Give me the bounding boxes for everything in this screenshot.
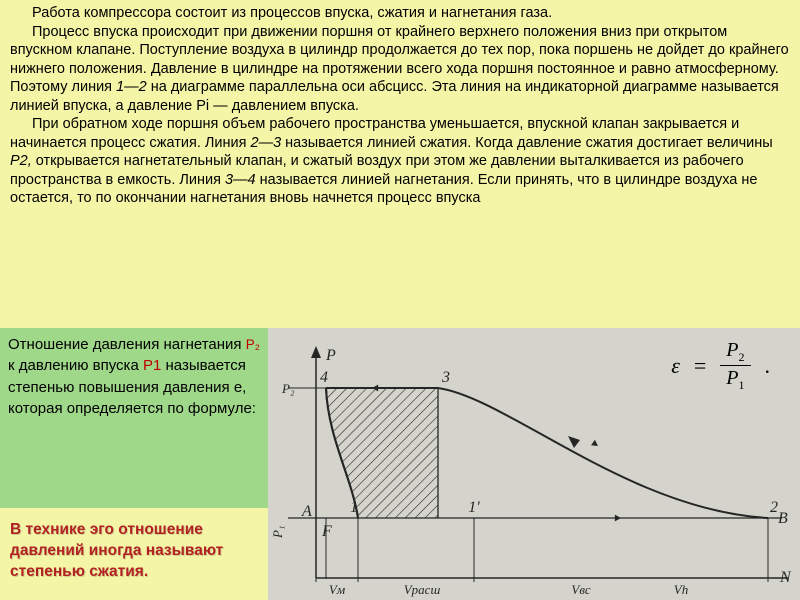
- svg-text:Vрасш: Vрасш: [404, 582, 441, 597]
- p3-p2: P2,: [10, 153, 32, 169]
- svg-text:2: 2: [770, 499, 778, 516]
- pink-text: В технике эго отношение давлений иногда …: [10, 521, 223, 580]
- svg-text:Vвс: Vвс: [571, 582, 590, 597]
- svg-text:P₁: P₁: [270, 526, 285, 539]
- p3-line34: 3—4: [225, 172, 256, 188]
- paragraph-1: Работа компрессора состоит из процессов …: [10, 4, 790, 23]
- green-p1: Р1: [143, 357, 161, 374]
- svg-text:A: A: [301, 503, 312, 520]
- formula-eq: =: [694, 353, 706, 379]
- bottom-row: Отношение давления нагнетания Р₂ к давле…: [0, 328, 800, 600]
- svg-text:1′: 1′: [468, 499, 480, 516]
- p3-b: называется линией сжатия. Когда давление…: [281, 135, 773, 151]
- svg-text:F: F: [321, 523, 332, 540]
- svg-text:B: B: [778, 510, 788, 527]
- formula-epsilon: ε = P2 P1 .: [671, 338, 770, 393]
- frac-den-p: P: [726, 367, 738, 389]
- svg-text:Vм: Vм: [329, 582, 345, 597]
- svg-text:1: 1: [350, 499, 358, 516]
- frac-num-sub: 2: [739, 350, 745, 364]
- green-p2: Р₂: [246, 337, 260, 352]
- frac-num-p: P: [726, 339, 738, 361]
- svg-text:P: P: [325, 347, 336, 364]
- svg-text:Vh: Vh: [674, 582, 688, 597]
- note-pink-box: В технике эго отношение давлений иногда …: [0, 508, 268, 600]
- p3-line23: 2—3: [251, 135, 282, 151]
- svg-text:P₂: P₂: [281, 381, 295, 396]
- svg-text:3: 3: [441, 369, 450, 386]
- indicator-diagram: ε = P2 P1 . VмVрасшVhVвсP43P₂P₁11′2BAFN: [268, 328, 800, 600]
- p2-line12: 1—2: [116, 79, 147, 95]
- main-text-block: Работа компрессора состоит из процессов …: [0, 0, 800, 210]
- green-a: Отношение давления нагнетания: [8, 336, 246, 353]
- frac-den-sub: 1: [739, 378, 745, 392]
- definition-green-box: Отношение давления нагнетания Р₂ к давле…: [0, 328, 268, 508]
- svg-text:4: 4: [320, 369, 328, 386]
- formula-dot: .: [765, 353, 771, 379]
- green-b: к давлению впуска: [8, 357, 143, 374]
- formula-fraction: P2 P1: [720, 338, 750, 393]
- paragraph-3: При обратном ходе поршня объем рабочего …: [10, 115, 790, 208]
- svg-text:N: N: [779, 569, 792, 586]
- paragraph-2: Процесс впуска происходит при движении п…: [10, 23, 790, 116]
- formula-eps: ε: [671, 353, 680, 379]
